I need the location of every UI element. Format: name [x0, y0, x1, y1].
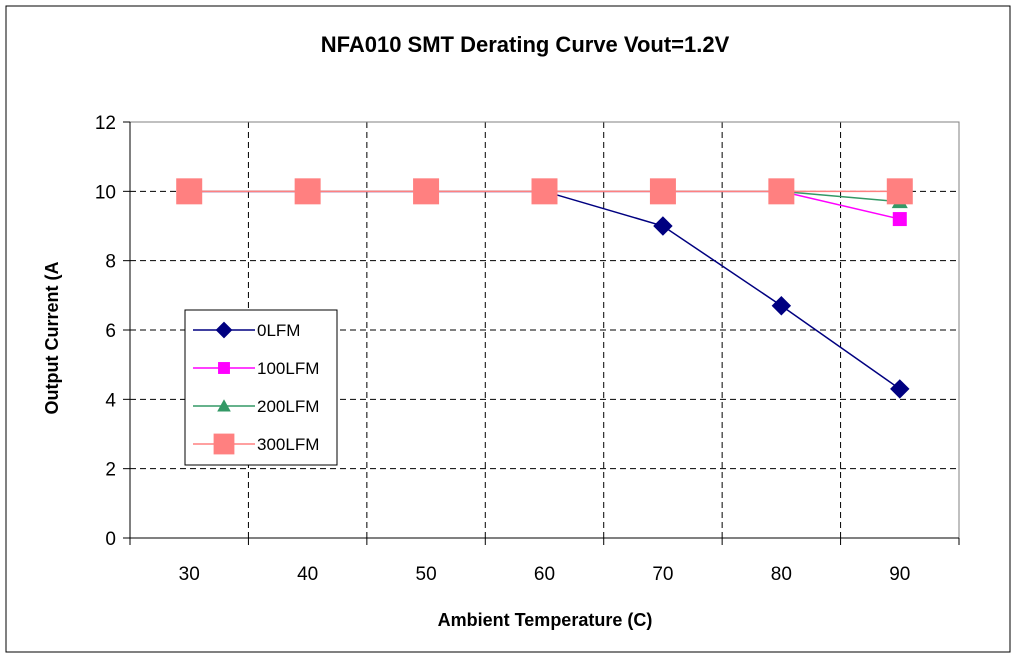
legend: 0LFM 100LFM 200LFM 300LFM: [185, 310, 337, 465]
data-point: 300LFM: 30, 10: [176, 178, 202, 204]
y-axis-title: Output Current (A: [42, 262, 62, 415]
y-tick-label: 2: [105, 460, 116, 481]
data-point: 300LFM: 90, 10: [887, 178, 913, 204]
x-axis-title: Ambient Temperature (C): [438, 610, 653, 630]
x-tick-label: 70: [652, 564, 673, 585]
y-tick-label: 0: [105, 529, 116, 550]
legend-label: 300LFM: [257, 435, 319, 454]
y-tick-label: 4: [105, 390, 116, 411]
data-point: 100LFM: 90, 9.2: [893, 212, 907, 226]
data-point: 300LFM: 70, 10: [650, 178, 676, 204]
chart-title: NFA010 SMT Derating Curve Vout=1.2V: [321, 32, 730, 57]
data-point: 300LFM: 40, 10: [295, 178, 321, 204]
y-tick-label: 6: [105, 321, 116, 342]
x-tick-label: 60: [534, 564, 555, 585]
x-tick-label: 30: [179, 564, 200, 585]
legend-label: 0LFM: [257, 321, 300, 340]
x-tick-label: 90: [889, 564, 910, 585]
legend-label: 200LFM: [257, 397, 319, 416]
data-point: [218, 362, 230, 374]
data-point: 300LFM: 60, 10: [532, 178, 558, 204]
data-point: 300LFM: 50, 10: [413, 178, 439, 204]
data-point: 300LFM: 80, 10: [768, 178, 794, 204]
x-tick-label: 80: [771, 564, 792, 585]
x-tick-label: 50: [416, 564, 437, 585]
legend-label: 100LFM: [257, 359, 319, 378]
y-tick-label: 10: [95, 182, 116, 203]
y-tick-label: 12: [95, 113, 116, 134]
data-point: [214, 434, 235, 455]
x-tick-label: 40: [297, 564, 318, 585]
y-tick-label: 8: [105, 252, 116, 273]
